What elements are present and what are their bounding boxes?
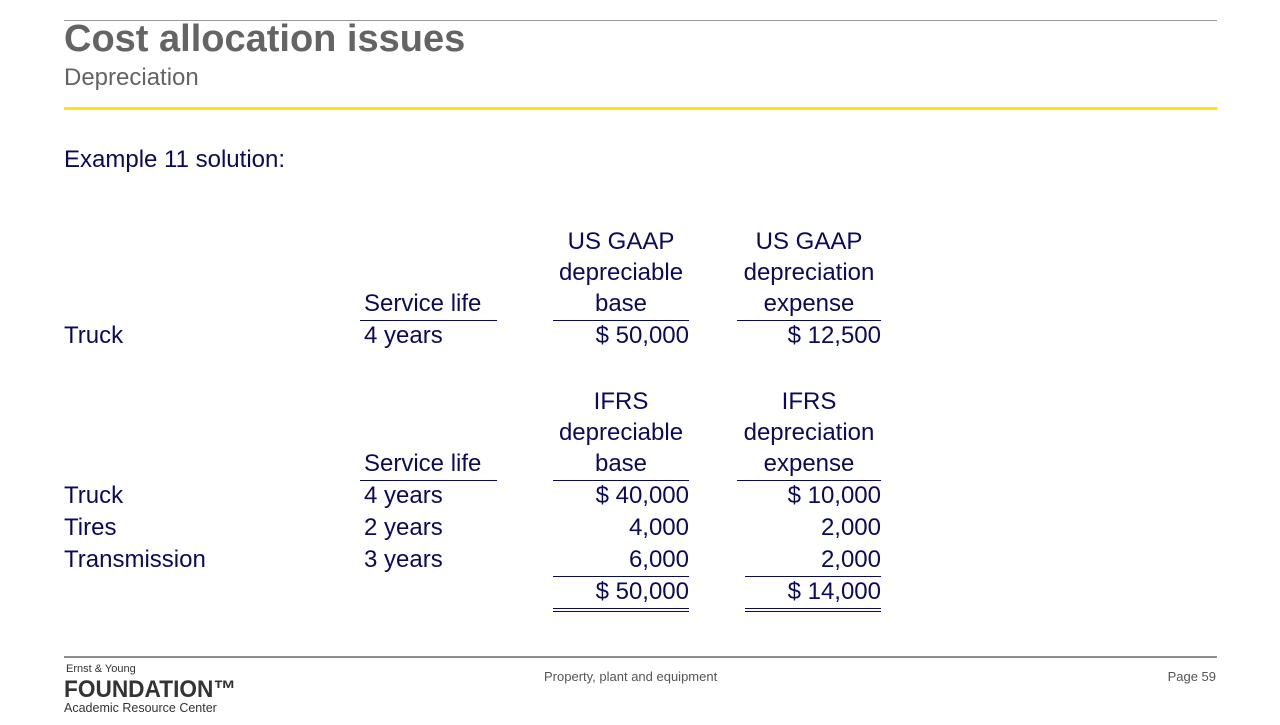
ifrs-row-expense: 2,000 <box>820 546 881 573</box>
logo-top-text: Ernst & Young <box>66 663 136 675</box>
logo-main-text: FOUNDATION™ <box>64 676 236 703</box>
gaap-expense-header-2: depreciation <box>743 259 875 286</box>
gaap-row-life: 4 years <box>364 322 443 349</box>
top-rule <box>64 20 1217 21</box>
footer-rule <box>64 656 1217 658</box>
ifrs-row-expense: $ 10,000 <box>787 482 881 509</box>
title-underline <box>64 107 1217 110</box>
ifrs-row-life: 2 years <box>364 514 443 541</box>
ifrs-expense-header-2: depreciation <box>743 419 875 446</box>
ifrs-expense-total-rule <box>745 576 881 577</box>
gaap-base-header-3: base <box>594 290 648 317</box>
ifrs-expense-header-3: expense <box>763 450 855 477</box>
ifrs-row-life: 4 years <box>364 482 443 509</box>
gaap-expense-header-3: expense <box>763 290 855 317</box>
gaap-expense-header-1: US GAAP <box>755 228 863 255</box>
ifrs-base-header-2: depreciable <box>558 419 684 446</box>
gaap-row-expense: $ 12,500 <box>787 322 881 349</box>
gaap-life-underline <box>360 320 497 321</box>
ey-foundation-logo: Ernst & Young FOUNDATION™ Academic Resou… <box>64 662 244 720</box>
ifrs-row-label: Tires <box>64 514 117 541</box>
ifrs-base-double-rule-1 <box>553 608 689 609</box>
footer-topic: Property, plant and equipment <box>544 669 718 684</box>
ifrs-expense-underline <box>737 480 881 481</box>
ifrs-expense-double-rule-1 <box>745 608 881 609</box>
ifrs-row-label: Transmission <box>64 546 206 573</box>
gaap-row-label: Truck <box>64 322 124 349</box>
ifrs-total-base: $ 50,000 <box>595 578 689 605</box>
gaap-base-header-2: depreciable <box>558 259 684 286</box>
ifrs-total-expense: $ 14,000 <box>787 578 881 605</box>
ifrs-expense-double-rule-2 <box>745 611 881 612</box>
slide-title: Cost allocation issues <box>64 18 466 60</box>
gaap-service-life-header: Service life <box>364 290 482 317</box>
ifrs-row-expense: 2,000 <box>820 514 881 541</box>
slide-subtitle: Depreciation <box>64 64 199 91</box>
foundation-logo-icon: Ernst & Young FOUNDATION™ Academic Resou… <box>64 663 236 715</box>
ifrs-base-underline <box>553 480 689 481</box>
ifrs-base-double-rule-2 <box>553 611 689 612</box>
gaap-row-base: $ 50,000 <box>595 322 689 349</box>
ifrs-row-label: Truck <box>64 482 124 509</box>
ifrs-service-life-header: Service life <box>364 450 482 477</box>
ifrs-row-base: $ 40,000 <box>595 482 689 509</box>
gaap-base-header-1: US GAAP <box>567 228 675 255</box>
ifrs-row-life: 3 years <box>364 546 443 573</box>
gaap-base-underline <box>553 320 689 321</box>
gaap-expense-underline <box>737 320 881 321</box>
page-number: Page 59 <box>1167 669 1216 684</box>
example-heading: Example 11 solution: <box>64 146 286 173</box>
ifrs-base-total-rule <box>553 576 689 577</box>
logo-sub-text: Academic Resource Center <box>64 701 217 715</box>
ifrs-life-underline <box>360 480 497 481</box>
ifrs-expense-header-1: IFRS <box>781 388 837 415</box>
ifrs-row-base: 6,000 <box>628 546 689 573</box>
ifrs-row-base: 4,000 <box>628 514 689 541</box>
ifrs-base-header-3: base <box>594 450 648 477</box>
ifrs-base-header-1: IFRS <box>593 388 649 415</box>
